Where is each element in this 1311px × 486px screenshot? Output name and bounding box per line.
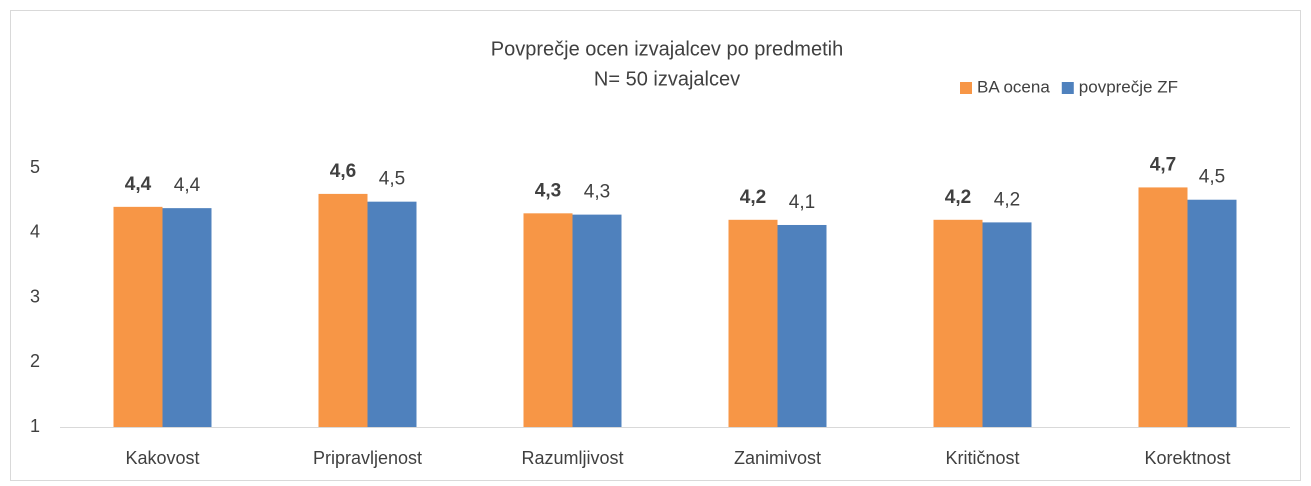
y-tick-label: 2 bbox=[30, 351, 40, 371]
bar bbox=[523, 213, 573, 427]
data-label: 4,2 bbox=[740, 187, 766, 208]
data-label: 4,1 bbox=[789, 192, 815, 213]
data-label: 4,5 bbox=[379, 169, 405, 190]
chart-subtitle: N= 50 izvajalcev bbox=[594, 68, 740, 90]
x-tick-label: Pripravljenost bbox=[313, 448, 422, 468]
bar bbox=[1187, 199, 1237, 427]
data-label: 4,3 bbox=[535, 180, 561, 201]
y-tick-label: 5 bbox=[30, 157, 40, 177]
data-label: 4,4 bbox=[125, 174, 152, 195]
legend-label: BA ocena bbox=[977, 77, 1050, 96]
chart-title: Povprečje ocen izvajalcev po predmetih bbox=[491, 38, 843, 60]
y-tick-label: 1 bbox=[30, 416, 40, 436]
legend-swatch bbox=[1061, 82, 1074, 94]
legend-label: povprečje ZF bbox=[1079, 77, 1178, 96]
data-label: 4,6 bbox=[330, 161, 356, 182]
bar bbox=[728, 219, 778, 427]
data-label: 4,5 bbox=[1199, 167, 1225, 188]
bar bbox=[318, 193, 368, 427]
bar bbox=[1138, 187, 1188, 427]
data-label: 4,2 bbox=[945, 187, 971, 208]
data-label: 4,3 bbox=[584, 182, 610, 203]
bar bbox=[572, 214, 622, 427]
x-tick-label: Kakovost bbox=[125, 448, 199, 468]
x-tick-label: Razumljivost bbox=[521, 448, 623, 468]
data-label: 4,4 bbox=[174, 175, 201, 196]
bar bbox=[367, 201, 417, 427]
bar bbox=[982, 222, 1032, 427]
chart-border bbox=[10, 10, 1301, 481]
y-tick-label: 4 bbox=[30, 222, 40, 242]
bar bbox=[933, 219, 983, 427]
bar bbox=[777, 224, 827, 427]
data-label: 4,7 bbox=[1150, 154, 1176, 175]
legend-swatch bbox=[960, 82, 972, 94]
y-tick-label: 3 bbox=[30, 286, 40, 306]
x-tick-label: Kritičnost bbox=[945, 448, 1019, 468]
x-tick-label: Korektnost bbox=[1144, 448, 1230, 468]
bar bbox=[113, 206, 163, 427]
data-label: 4,2 bbox=[994, 189, 1020, 210]
bar bbox=[162, 208, 212, 427]
x-tick-label: Zanimivost bbox=[734, 448, 821, 468]
